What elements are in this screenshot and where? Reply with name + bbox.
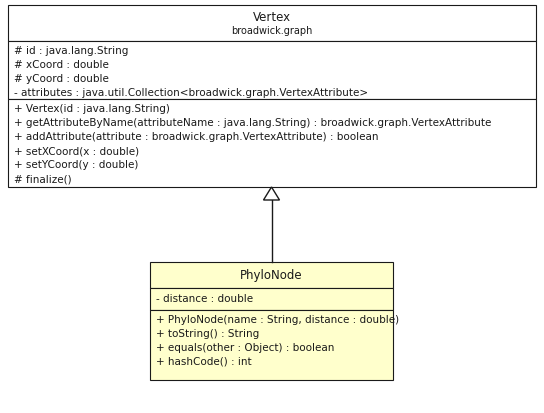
Text: # id : java.lang.String: # id : java.lang.String	[14, 46, 128, 56]
Bar	[8, 5, 536, 41]
Text: + setYCoord(y : double): + setYCoord(y : double)	[14, 160, 138, 170]
Text: # finalize(): # finalize()	[14, 174, 72, 184]
Text: + setXCoord(x : double): + setXCoord(x : double)	[14, 146, 139, 156]
Bar	[8, 99, 536, 187]
Text: PhyloNode: PhyloNode	[240, 268, 303, 282]
Text: + addAttribute(attribute : broadwick.graph.VertexAttribute) : boolean: + addAttribute(attribute : broadwick.gra…	[14, 132, 379, 142]
Text: + getAttributeByName(attributeName : java.lang.String) : broadwick.graph.VertexA: + getAttributeByName(attributeName : jav…	[14, 118, 491, 128]
Text: Vertex: Vertex	[253, 11, 291, 24]
Bar	[150, 310, 393, 380]
Text: - attributes : java.util.Collection<broadwick.graph.VertexAttribute>: - attributes : java.util.Collection<broa…	[14, 88, 368, 98]
Text: + equals(other : Object) : boolean: + equals(other : Object) : boolean	[156, 343, 335, 353]
Text: + Vertex(id : java.lang.String): + Vertex(id : java.lang.String)	[14, 104, 170, 114]
Text: # yCoord : double: # yCoord : double	[14, 74, 109, 84]
Polygon shape	[263, 187, 280, 200]
Bar	[150, 288, 393, 310]
Text: + toString() : String: + toString() : String	[156, 329, 259, 339]
Text: + hashCode() : int: + hashCode() : int	[156, 357, 252, 367]
Text: # xCoord : double: # xCoord : double	[14, 60, 109, 70]
Text: - distance : double: - distance : double	[156, 294, 253, 304]
Text: + PhyloNode(name : String, distance : double): + PhyloNode(name : String, distance : do…	[156, 315, 399, 325]
Bar	[150, 262, 393, 288]
Bar	[8, 41, 536, 99]
Text: broadwick.graph: broadwick.graph	[231, 26, 313, 36]
